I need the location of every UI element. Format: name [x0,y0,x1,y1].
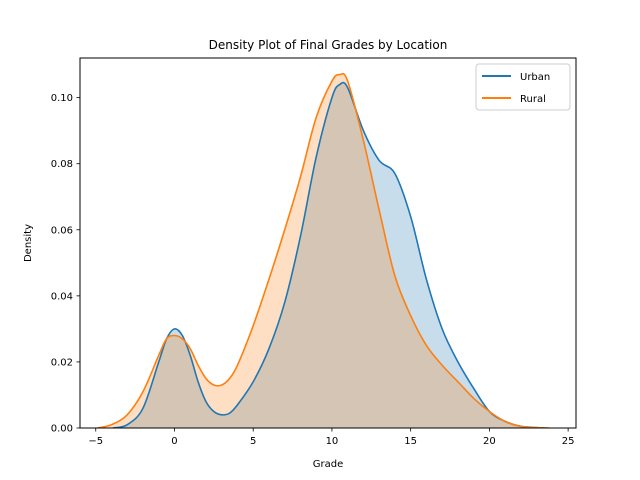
x-tick-label: 20 [483,436,496,447]
x-tick-label: −5 [88,436,103,447]
y-axis-label: Density [23,224,34,262]
y-tick-label: 0.04 [51,291,73,302]
y-tick-label: 0.00 [51,424,73,435]
x-tick-label: 15 [404,436,417,447]
x-tick-label: 0 [171,436,177,447]
y-tick-label: 0.02 [51,357,73,368]
y-tick-label: 0.06 [51,225,73,236]
legend: Urban Rural [475,63,571,111]
density-line-rural [97,72,550,428]
legend-label-rural: Rural [520,94,546,105]
x-tick-label: 10 [326,436,339,447]
chart-title: Density Plot of Final Grades by Location [209,38,448,52]
x-tick-label: 5 [250,436,256,447]
y-tick-label: 0.10 [51,93,73,104]
y-axis: 0.00 0.02 0.04 0.06 0.08 0.10 [51,93,80,435]
plot-frame [79,57,577,429]
density-area-urban [113,82,545,428]
x-axis-label: Grade [313,459,344,470]
density-line-urban [112,81,545,428]
density-area-rural [97,73,550,428]
x-axis: −5 0 5 10 15 20 25 [88,428,574,447]
x-tick-label: 25 [562,436,575,447]
legend-label-urban: Urban [520,72,550,83]
series-layer [97,72,550,428]
y-tick-label: 0.08 [51,159,73,170]
